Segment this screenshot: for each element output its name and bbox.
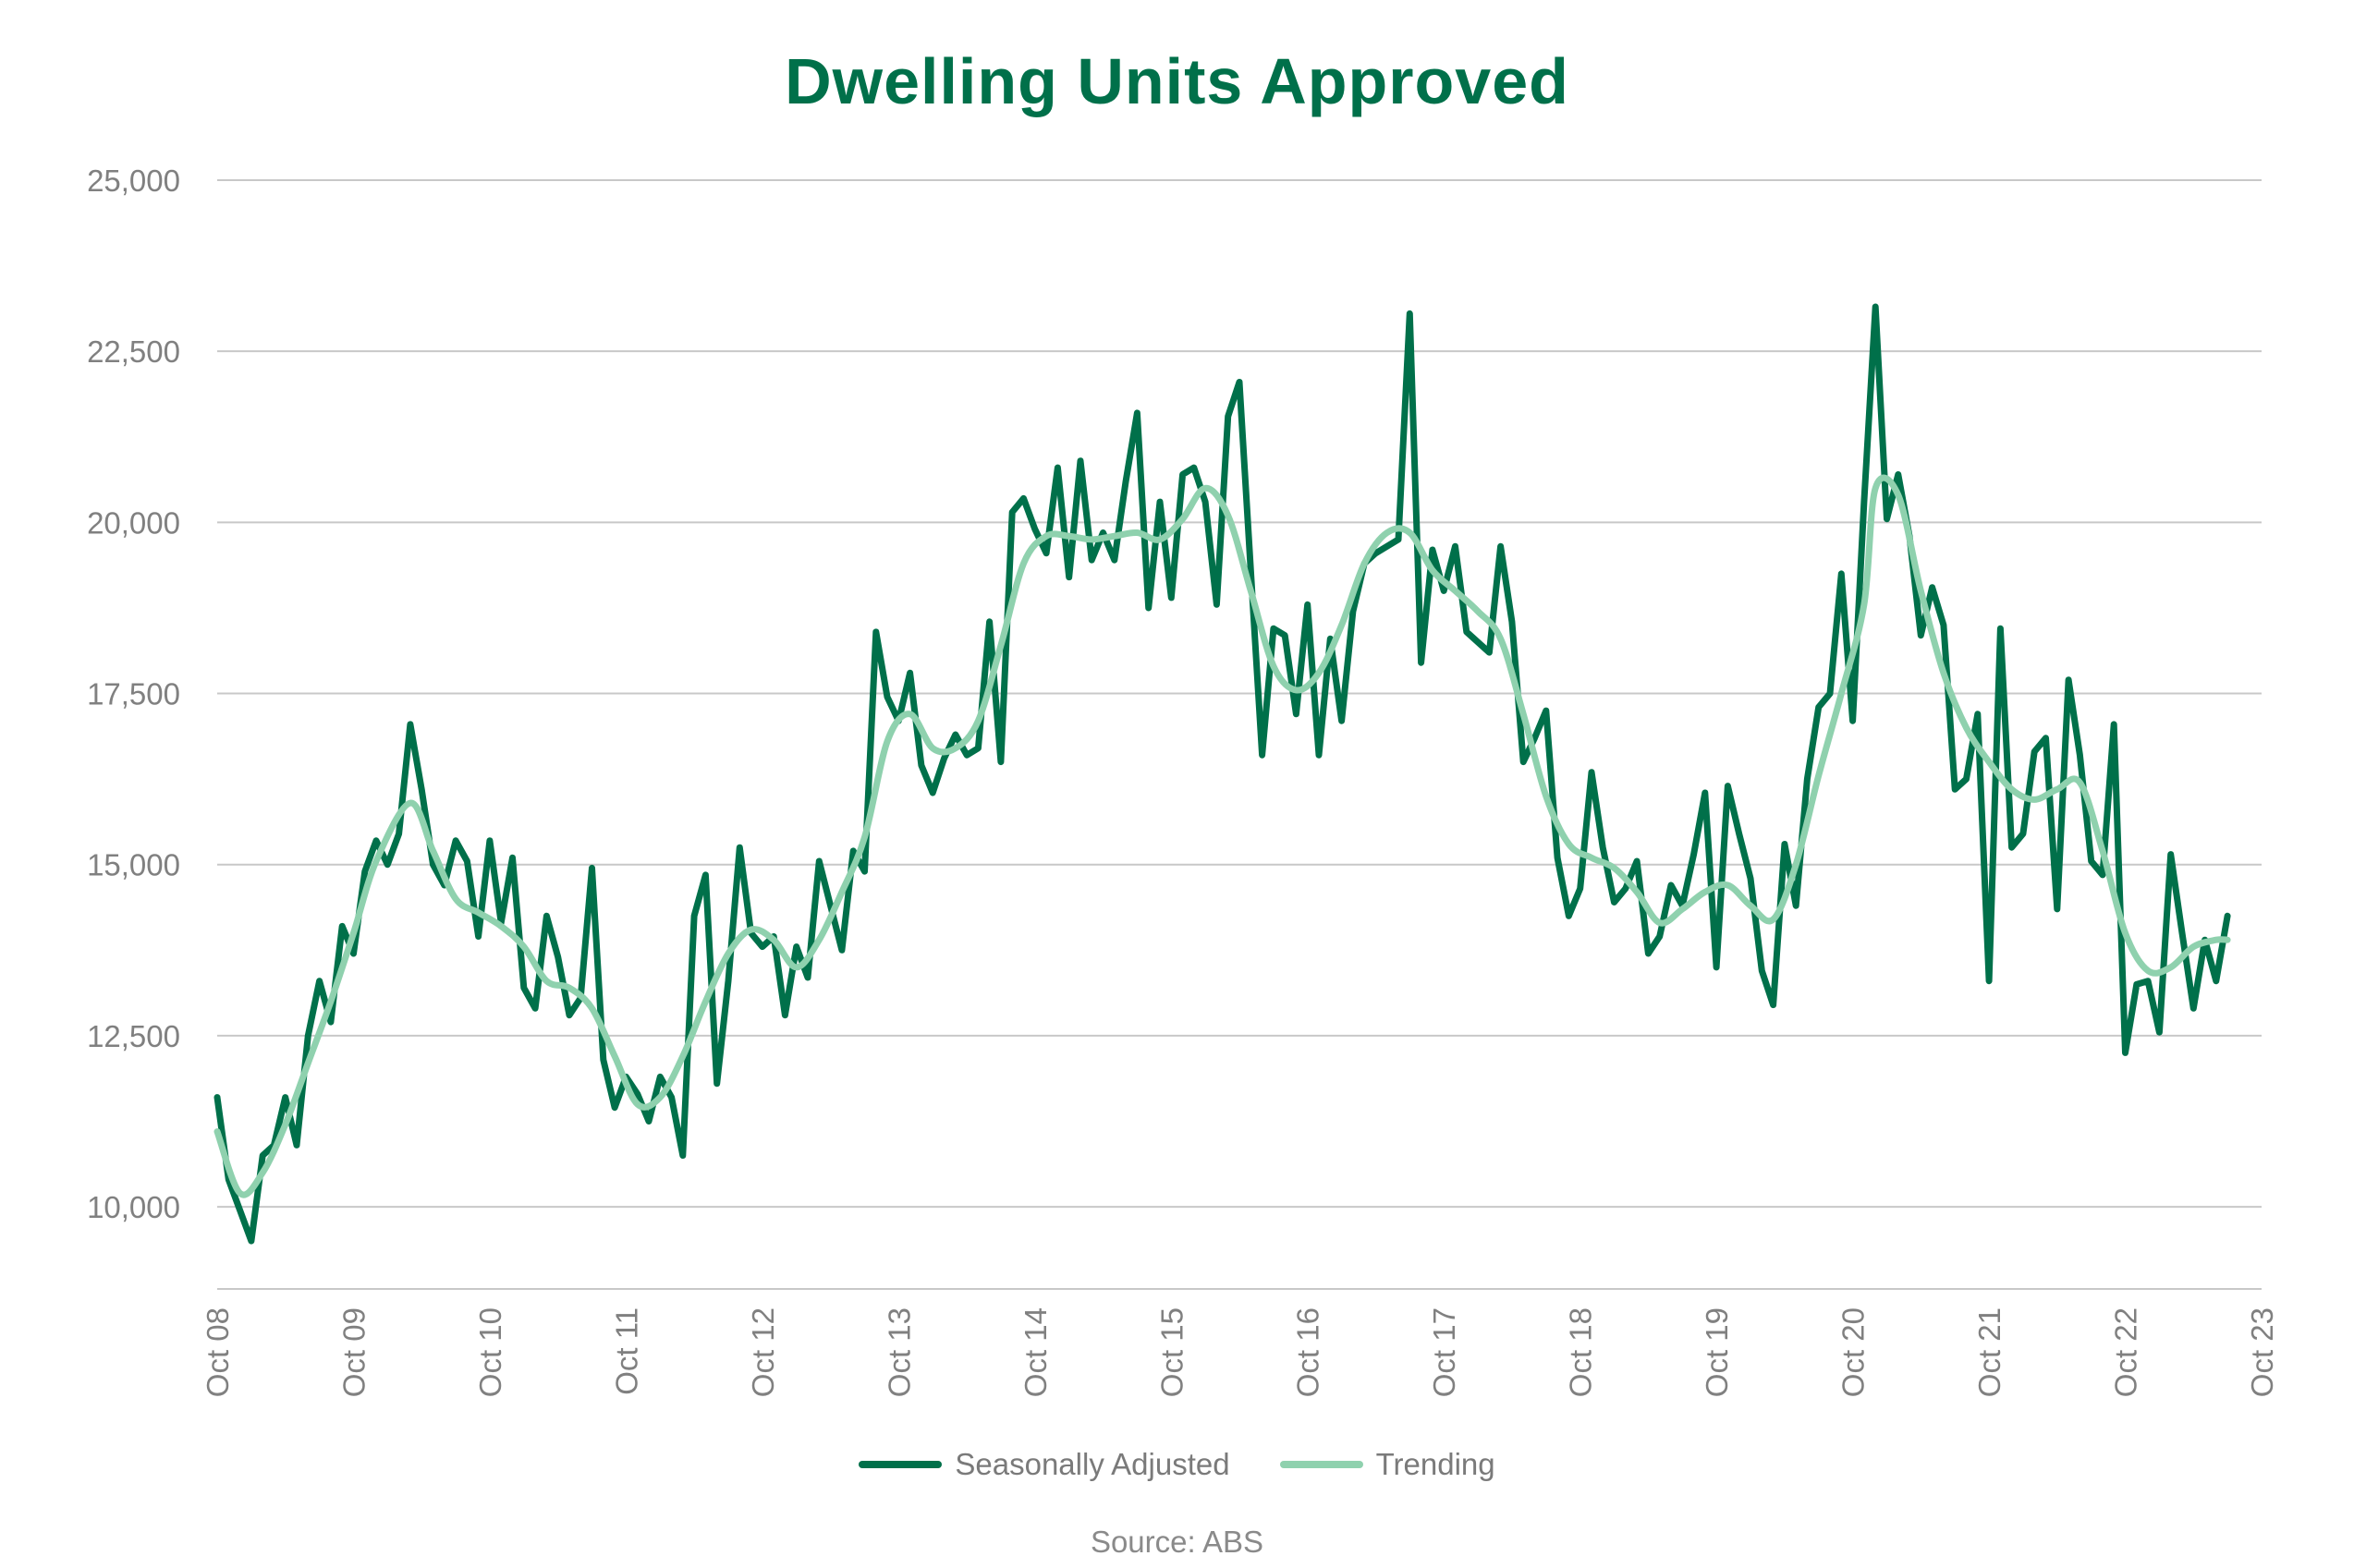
y-tick-label: 25,000: [87, 164, 180, 198]
grid-layer: [217, 179, 2262, 1290]
x-tick-label: Oct 09: [336, 1307, 371, 1397]
x-tick-label: Oct 11: [609, 1307, 643, 1395]
x-tick-label: Oct 13: [882, 1307, 916, 1397]
x-tick-label: Oct 23: [2245, 1307, 2279, 1397]
chart-title: Dwelling Units Approved: [785, 45, 1569, 117]
x-tick-label: Oct 22: [2109, 1307, 2143, 1397]
legend: Seasonally Adjusted Trending: [0, 1447, 2354, 1482]
x-tick-label: Oct 20: [1836, 1307, 1871, 1397]
y-axis: 10,000 12,500 15,000 17,500 20,000 22,500 25,0…: [87, 164, 180, 1224]
series-layer: [213, 303, 2231, 1245]
x-tick-label: Oct 19: [1700, 1307, 1734, 1397]
x-tick-label: Oct 14: [1018, 1307, 1053, 1397]
legend-item-trending[interactable]: Trending: [1279, 1447, 1495, 1482]
x-axis: Oct 08 Oct 09 Oct 10 Oct 11 Oct 12 Oct 13 Oct …: [201, 1307, 2279, 1397]
x-tick-label: Oct 16: [1291, 1307, 1325, 1397]
y-tick-label: 20,000: [87, 505, 180, 540]
x-tick-label: Oct 12: [746, 1307, 780, 1397]
x-tick-label: Oct 17: [1427, 1307, 1461, 1397]
source-note: Source: ABS: [1090, 1525, 1264, 1559]
series-line-trending: [213, 474, 2231, 1198]
legend-swatch-seasonally-adjusted: [859, 1461, 943, 1468]
legend-label-seasonally-adjusted: Seasonally Adjusted: [955, 1447, 1230, 1481]
y-tick-label: 17,500: [87, 677, 180, 711]
y-tick-label: 15,000: [87, 848, 180, 882]
x-tick-label: Oct 21: [1972, 1307, 2006, 1397]
legend-swatch-trending: [1279, 1461, 1363, 1468]
legend-label-trending: Trending: [1375, 1447, 1495, 1481]
x-tick-label: Oct 15: [1154, 1307, 1189, 1397]
y-tick-label: 10,000: [87, 1190, 180, 1224]
y-tick-label: 12,500: [87, 1019, 180, 1053]
y-tick-label: 22,500: [87, 334, 180, 369]
x-tick-label: Oct 08: [201, 1307, 235, 1397]
legend-item-seasonally-adjusted[interactable]: Seasonally Adjusted: [859, 1447, 1230, 1482]
x-tick-label: Oct 10: [473, 1307, 507, 1397]
x-tick-label: Oct 18: [1564, 1307, 1598, 1397]
series-line-seasonally-adjusted: [213, 303, 2231, 1245]
